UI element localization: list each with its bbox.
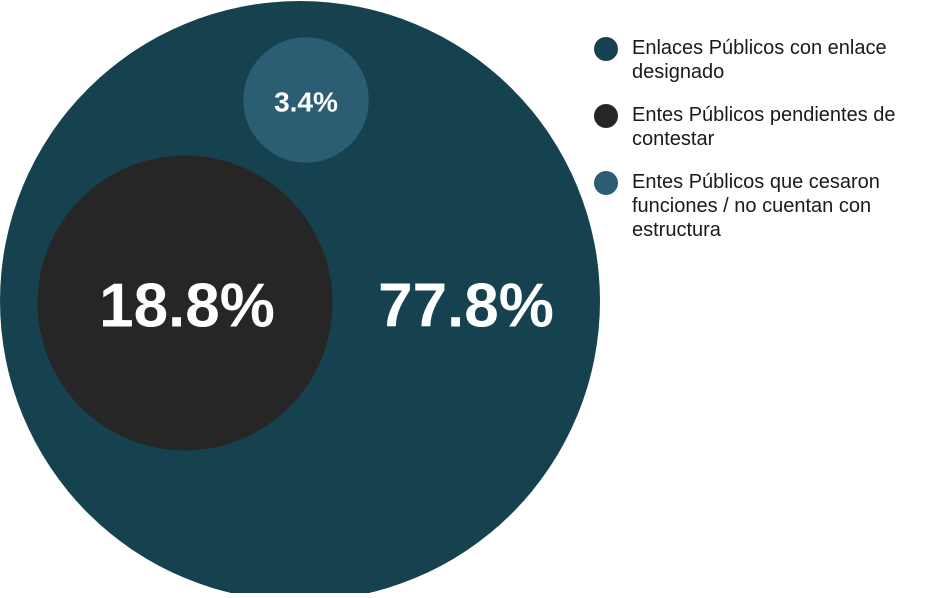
data-label-cesaron-funciones: 3.4% bbox=[274, 87, 338, 118]
legend-item-cesaron-funciones: Entes Públicos que cesaron funciones / n… bbox=[594, 170, 934, 242]
legend-item-pendientes-contestar: Entes Públicos pendientes de contestar bbox=[594, 103, 934, 151]
bubble-pendientes-contestar bbox=[37, 155, 333, 451]
legend-swatch-circle-icon bbox=[594, 104, 618, 128]
legend-label: Enlaces Públicos con enlace designado bbox=[632, 37, 887, 83]
legend-swatch-circle-icon bbox=[594, 171, 618, 195]
legend-swatch-circle-icon bbox=[594, 37, 618, 61]
bubble-cesaron-funciones bbox=[243, 37, 369, 163]
legend-label: Entes Públicos pendientes de contestar bbox=[632, 104, 896, 150]
data-label-pendientes-contestar: 18.8% bbox=[99, 272, 275, 341]
data-label-enlaces-designados: 77.8% bbox=[378, 272, 554, 341]
legend: Enlaces Públicos con enlace designado En… bbox=[594, 36, 934, 261]
legend-label: Entes Públicos que cesaron funciones / n… bbox=[632, 171, 880, 241]
legend-item-enlaces-designados: Enlaces Públicos con enlace designado bbox=[594, 36, 934, 84]
